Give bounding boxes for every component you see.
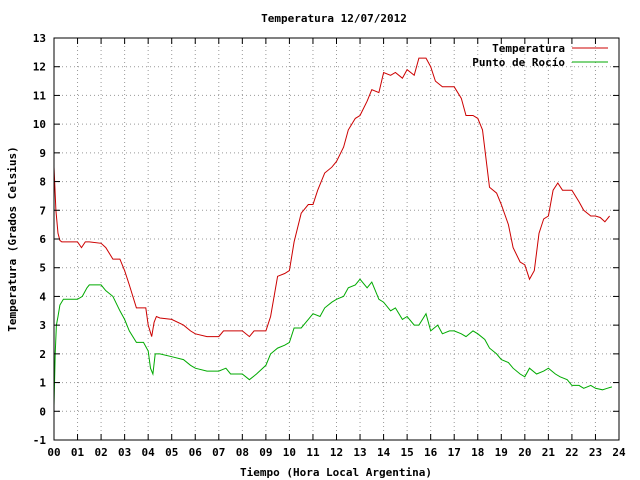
y-tick-label: 3 bbox=[39, 319, 46, 332]
x-tick-label: 19 bbox=[495, 446, 508, 459]
x-tick-label: 04 bbox=[142, 446, 156, 459]
x-tick-label: 24 bbox=[612, 446, 626, 459]
x-tick-label: 22 bbox=[565, 446, 578, 459]
x-axis: 00 01 02 03 04 05 06 07 08 09 10 11 12 13 14 15 16 17 18 19… bbox=[47, 38, 626, 459]
legend-label: Temperatura bbox=[492, 42, 565, 55]
x-tick-label: 08 bbox=[236, 446, 249, 459]
y-tick-label: -1 bbox=[33, 434, 47, 447]
series-layer bbox=[53, 57, 613, 406]
x-tick-label: 02 bbox=[94, 446, 107, 459]
series-line-punto-de-rocio bbox=[53, 278, 613, 406]
x-tick-label: 14 bbox=[377, 446, 391, 459]
y-tick-label: 13 bbox=[33, 32, 46, 45]
series-line-temperatura bbox=[53, 57, 610, 338]
y-tick-label: 1 bbox=[39, 377, 46, 390]
y-tick-label: 5 bbox=[39, 262, 46, 275]
y-axis-label: Temperatura (Grados Celsius) bbox=[6, 146, 19, 331]
x-tick-label: 17 bbox=[448, 446, 461, 459]
x-tick-label: 13 bbox=[353, 446, 366, 459]
y-tick-label: 9 bbox=[39, 147, 46, 160]
x-tick-label: 20 bbox=[518, 446, 531, 459]
x-tick-label: 18 bbox=[471, 446, 484, 459]
x-tick-label: 05 bbox=[165, 446, 178, 459]
x-tick-label: 06 bbox=[189, 446, 203, 459]
x-tick-label: 10 bbox=[283, 446, 296, 459]
y-tick-label: 8 bbox=[39, 176, 46, 189]
y-tick-label: 4 bbox=[39, 290, 46, 303]
x-tick-label: 12 bbox=[330, 446, 343, 459]
x-tick-label: 09 bbox=[259, 446, 272, 459]
y-tick-label: 2 bbox=[39, 348, 46, 361]
x-tick-label: 23 bbox=[589, 446, 602, 459]
y-tick-label: 7 bbox=[39, 204, 46, 217]
x-tick-label: 15 bbox=[401, 446, 414, 459]
x-tick-label: 16 bbox=[424, 446, 438, 459]
x-tick-label: 11 bbox=[306, 446, 320, 459]
x-axis-label: Tiempo (Hora Local Argentina) bbox=[240, 466, 432, 479]
y-tick-label: 10 bbox=[33, 118, 46, 131]
x-tick-label: 07 bbox=[212, 446, 225, 459]
grid bbox=[54, 38, 619, 440]
x-tick-label: 00 bbox=[47, 446, 60, 459]
y-tick-label: 12 bbox=[33, 61, 46, 74]
x-tick-label: 03 bbox=[118, 446, 131, 459]
x-tick-label: 21 bbox=[542, 446, 556, 459]
legend-label: Punto de Rocío bbox=[472, 56, 565, 69]
chart-title: Temperatura 12/07/2012 bbox=[261, 12, 407, 25]
x-tick-label: 01 bbox=[71, 446, 85, 459]
y-tick-label: 0 bbox=[39, 405, 46, 418]
y-tick-label: 6 bbox=[39, 233, 46, 246]
y-tick-label: 11 bbox=[33, 89, 47, 102]
